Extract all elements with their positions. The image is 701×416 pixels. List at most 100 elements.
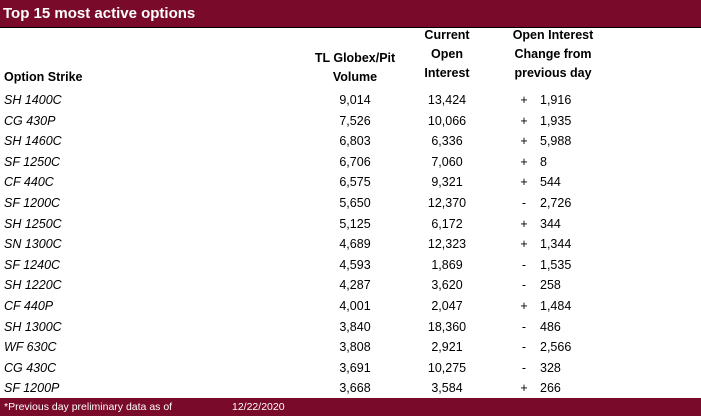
table-row: SH 1460C 6,803 6,336 + 5,988 bbox=[0, 131, 701, 152]
open-interest-cell: 9,321 bbox=[431, 175, 463, 190]
table-row: CF 440P 4,001 2,047 + 1,484 bbox=[0, 296, 701, 317]
change-sign-cell: - bbox=[521, 257, 527, 272]
change-sign-cell: - bbox=[521, 340, 527, 355]
open-interest-cell: 6,336 bbox=[431, 134, 463, 149]
change-value-cell: 328 bbox=[540, 360, 561, 375]
option-strike-cell: SH 1250C bbox=[4, 216, 62, 231]
volume-cell: 6,803 bbox=[339, 134, 371, 149]
change-value-cell: 344 bbox=[540, 216, 561, 231]
open-interest-cell: 2,047 bbox=[431, 298, 463, 313]
open-interest-cell: 13,424 bbox=[427, 93, 467, 107]
open-interest-cell: 18,360 bbox=[427, 319, 467, 334]
change-sign-cell: + bbox=[520, 237, 528, 252]
volume-cell: 5,125 bbox=[339, 216, 371, 231]
change-value-cell: 486 bbox=[540, 319, 561, 334]
volume-cell: 7,526 bbox=[339, 113, 371, 128]
table-row: SN 1300C 4,689 12,323 + 1,344 bbox=[0, 234, 701, 255]
table-row: CG 430C 3,691 10,275 - 328 bbox=[0, 358, 701, 379]
change-sign-cell: - bbox=[521, 319, 527, 334]
open-interest-cell: 12,323 bbox=[427, 237, 467, 252]
table-row: SF 1240C 4,593 1,869 - 1,535 bbox=[0, 255, 701, 276]
header-option-strike-label: Option Strike bbox=[4, 70, 83, 84]
change-value-cell: 258 bbox=[540, 278, 561, 293]
change-value-cell: 1,484 bbox=[540, 298, 572, 313]
table-row: SF 1250C 6,706 7,060 + 8 bbox=[0, 152, 701, 173]
header-change-line-3: previous day bbox=[514, 66, 592, 80]
change-value-cell: 1,344 bbox=[540, 237, 572, 252]
footer-note-bar: *Previous day preliminary data as of 12/… bbox=[0, 398, 701, 416]
change-value-cell: 2,726 bbox=[540, 195, 572, 210]
change-sign-cell: + bbox=[520, 216, 528, 231]
volume-cell: 3,808 bbox=[339, 340, 371, 355]
option-strike-cell: SN 1300C bbox=[4, 237, 62, 252]
option-strike-cell: CG 430P bbox=[4, 113, 56, 128]
header-volume: TL Globex/Pit Volume bbox=[300, 49, 410, 87]
volume-cell: 3,691 bbox=[339, 360, 371, 375]
open-interest-cell: 7,060 bbox=[431, 154, 463, 169]
volume-cell: 4,287 bbox=[339, 278, 371, 293]
header-change: Open Interest Change from previous day bbox=[488, 26, 618, 83]
open-interest-cell: 1,869 bbox=[431, 257, 463, 272]
header-volume-line-2: Volume bbox=[332, 70, 378, 84]
option-strike-cell: WF 630C bbox=[4, 340, 57, 355]
option-strike-cell: CF 440C bbox=[4, 175, 54, 190]
change-sign-cell: + bbox=[520, 381, 528, 396]
change-value-cell: 5,988 bbox=[540, 134, 572, 149]
change-value-cell: 1,535 bbox=[540, 257, 572, 272]
change-sign-cell: + bbox=[520, 298, 528, 313]
table-row: SH 1400C 9,014 13,424 + 1,916 bbox=[0, 90, 701, 111]
option-strike-cell: SF 1250C bbox=[4, 154, 61, 169]
table-row: SH 1220C 4,287 3,620 - 258 bbox=[0, 275, 701, 296]
table-title: Top 15 most active options bbox=[0, 0, 701, 28]
header-oi-line-1: Current bbox=[424, 28, 470, 42]
change-sign-cell: + bbox=[520, 175, 528, 190]
table-row: SH 1250C 5,125 6,172 + 344 bbox=[0, 214, 701, 235]
change-value-cell: 266 bbox=[540, 381, 561, 396]
table-row: CG 430P 7,526 10,066 + 1,935 bbox=[0, 111, 701, 132]
option-strike-cell: SF 1200C bbox=[4, 195, 61, 210]
header-change-line-1: Open Interest bbox=[512, 28, 594, 42]
table-row: CF 440C 6,575 9,321 + 544 bbox=[0, 172, 701, 193]
volume-cell: 3,840 bbox=[339, 319, 371, 334]
table-row: SH 1300C 3,840 18,360 - 486 bbox=[0, 317, 701, 338]
option-strike-cell: SF 1200P bbox=[4, 381, 60, 396]
change-sign-cell: + bbox=[520, 93, 528, 107]
change-value-cell: 1,916 bbox=[540, 93, 572, 107]
table-row: SF 1200P 3,668 3,584 + 266 bbox=[0, 378, 701, 399]
header-oi-line-2: Open bbox=[431, 47, 463, 61]
table-body: SH 1400C 9,014 13,424 + 1,916 CG 430P 7,… bbox=[0, 90, 701, 399]
header-option-strike: Option Strike bbox=[4, 68, 82, 87]
change-sign-cell: - bbox=[521, 278, 527, 293]
change-value-cell: 8 bbox=[540, 154, 547, 169]
option-strike-cell: CF 440P bbox=[4, 298, 54, 313]
open-interest-cell: 2,921 bbox=[431, 340, 463, 355]
open-interest-cell: 3,620 bbox=[431, 278, 463, 293]
change-value-cell: 1,935 bbox=[540, 113, 572, 128]
open-interest-cell: 12,370 bbox=[427, 195, 467, 210]
footer-note: *Previous day preliminary data as of bbox=[4, 401, 173, 413]
option-strike-cell: SH 1300C bbox=[4, 319, 62, 334]
header-change-line-2: Change from bbox=[514, 47, 592, 61]
option-strike-cell: SH 1220C bbox=[4, 278, 62, 293]
open-interest-cell: 10,275 bbox=[427, 360, 467, 375]
open-interest-cell: 6,172 bbox=[431, 216, 463, 231]
change-sign-cell: + bbox=[520, 134, 528, 149]
table-row: WF 630C 3,808 2,921 - 2,566 bbox=[0, 337, 701, 358]
change-sign-cell: + bbox=[520, 154, 528, 169]
volume-cell: 9,014 bbox=[339, 93, 371, 107]
open-interest-cell: 10,066 bbox=[427, 113, 467, 128]
header-oi-line-3: Interest bbox=[424, 66, 470, 80]
change-sign-cell: - bbox=[521, 360, 527, 375]
open-interest-cell: 3,584 bbox=[431, 381, 463, 396]
change-value-cell: 544 bbox=[540, 175, 561, 190]
change-sign-cell: - bbox=[521, 195, 527, 210]
volume-cell: 4,001 bbox=[339, 298, 371, 313]
volume-cell: 4,689 bbox=[339, 237, 371, 252]
volume-cell: 5,650 bbox=[339, 195, 371, 210]
option-strike-cell: SH 1400C bbox=[4, 93, 62, 107]
header-open-interest: Current Open Interest bbox=[412, 26, 482, 83]
volume-cell: 6,706 bbox=[339, 154, 371, 169]
change-sign-cell: + bbox=[520, 113, 528, 128]
volume-cell: 3,668 bbox=[339, 381, 371, 396]
